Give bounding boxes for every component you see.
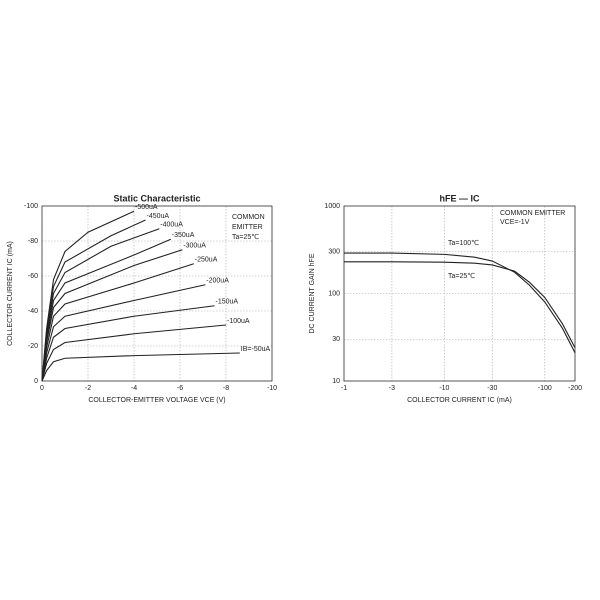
- annotation: EMITTER: [232, 224, 263, 231]
- plot-frame: [41, 205, 273, 382]
- y-tick-label: -80: [28, 238, 38, 245]
- x-tick-label: -3: [389, 385, 395, 392]
- x-tick-label: -1: [341, 385, 347, 392]
- y-tick-label: -20: [28, 343, 38, 350]
- y-tick-label: -40: [28, 308, 38, 315]
- y-tick-label: 300: [328, 249, 340, 256]
- annotation: VCE=-1V: [500, 219, 530, 226]
- y-tick-label: 10: [332, 378, 340, 385]
- series-label: -500uA: [135, 204, 158, 211]
- curve: [41, 324, 227, 382]
- y-tick-label: 1000: [324, 203, 340, 210]
- series-label: -250uA: [195, 257, 218, 264]
- x-tick-label: -8: [223, 385, 229, 392]
- series-label: -300uA: [183, 243, 206, 250]
- series-label: IB=-50uA: [241, 346, 271, 353]
- annotation: COMMON: [232, 214, 265, 221]
- curve: [344, 261, 576, 348]
- x-tick-label: -10: [267, 385, 277, 392]
- series-label: Ta=100℃: [448, 240, 479, 247]
- x-tick-label: 0: [40, 385, 44, 392]
- x-tick-label: -100: [538, 385, 552, 392]
- annotation: COMMON EMITTER: [500, 210, 565, 217]
- x-tick-label: -10: [439, 385, 449, 392]
- series-label: -100uA: [227, 318, 250, 325]
- y-tick-label: 0: [34, 378, 38, 385]
- series-label: -450uA: [147, 213, 170, 220]
- chart-title: hFE — IC: [440, 193, 480, 203]
- y-axis-label: COLLECTOR CURRENT IC (mA): [7, 241, 14, 346]
- x-axis-label: COLLECTOR CURRENT IC (mA): [407, 397, 512, 404]
- series-label: -150uA: [216, 299, 239, 306]
- annotation: Ta=25℃: [232, 234, 259, 241]
- series-label: -350uA: [172, 232, 195, 239]
- curve: [41, 284, 206, 382]
- y-tick-label: 30: [332, 336, 340, 343]
- curve: [41, 352, 240, 382]
- y-tick-label: -100: [24, 203, 38, 210]
- curve: [41, 305, 215, 382]
- curve: [41, 249, 183, 382]
- x-tick-label: -30: [487, 385, 497, 392]
- plot-frame: [343, 205, 576, 382]
- x-tick-label: -4: [131, 385, 137, 392]
- series-label: Ta=25℃: [448, 273, 475, 280]
- curve: [41, 263, 194, 382]
- y-tick-label: 100: [328, 290, 340, 297]
- series-label: -200uA: [206, 278, 229, 285]
- y-tick-label: -60: [28, 273, 38, 280]
- x-tick-label: -6: [177, 385, 183, 392]
- x-tick-label: -200: [568, 385, 582, 392]
- curve: [41, 210, 135, 382]
- chart-title: Static Characteristic: [113, 193, 200, 203]
- y-axis-label: DC CURRENT GAIN hFE: [309, 253, 316, 333]
- x-axis-label: COLLECTOR-EMITTER VOLTAGE VCE (V): [88, 397, 225, 404]
- curve: [344, 252, 576, 354]
- series-label: -400uA: [160, 222, 183, 229]
- x-tick-label: -2: [85, 385, 91, 392]
